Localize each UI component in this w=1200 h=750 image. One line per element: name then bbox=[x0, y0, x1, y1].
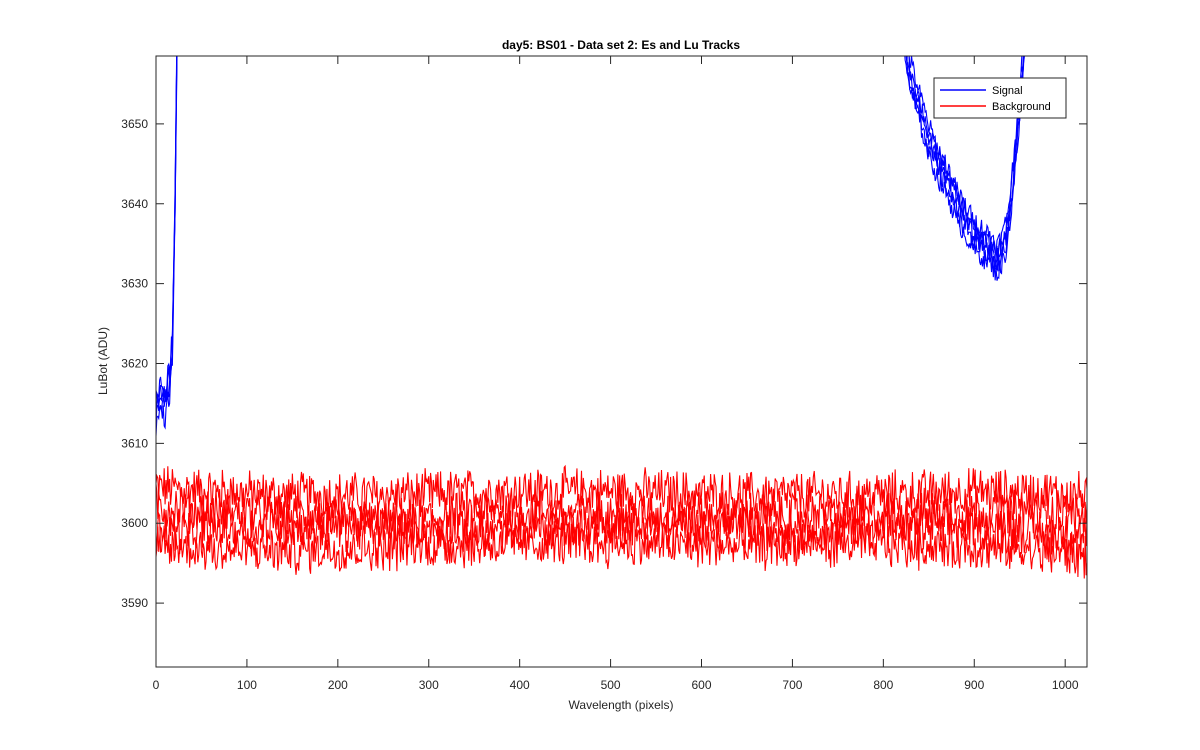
signal-trace-1-4 bbox=[908, 56, 1023, 255]
legend-label-background: Background bbox=[992, 101, 1051, 113]
x-tick-label-2: 200 bbox=[328, 678, 348, 692]
legend-box bbox=[933, 77, 1067, 119]
y-tick-label-0: 3590 bbox=[121, 596, 148, 610]
x-tick-label-3: 300 bbox=[419, 678, 439, 692]
y-axis-label: LuBot (ADU) bbox=[96, 327, 110, 395]
y-tick-label-1: 3600 bbox=[121, 516, 148, 530]
x-tick-label-1: 100 bbox=[237, 678, 257, 692]
x-tick-label-0: 0 bbox=[153, 678, 160, 692]
signal-trace-1-3 bbox=[906, 56, 1024, 262]
x-tick-label-8: 800 bbox=[873, 678, 893, 692]
x-axis: 0 100 200 300 400 500 600 700 800 900 1000 bbox=[153, 56, 1079, 692]
y-tick-label-3: 3620 bbox=[121, 356, 148, 370]
legend: Signal Background bbox=[933, 77, 1067, 119]
legend-label-signal: Signal bbox=[992, 85, 1023, 97]
y-tick-label-4: 3630 bbox=[121, 277, 148, 291]
background-trace-2 bbox=[156, 501, 1087, 559]
x-tick-label-6: 600 bbox=[691, 678, 711, 692]
chart-title: day5: BS01 - Data set 2: Es and Lu Track… bbox=[502, 38, 740, 52]
x-tick-label-7: 700 bbox=[782, 678, 802, 692]
signal-trace-0-4 bbox=[156, 56, 178, 398]
x-axis-label: Wavelength (pixels) bbox=[569, 698, 674, 712]
y-tick-label-6: 3650 bbox=[121, 117, 148, 131]
signal-series bbox=[156, 56, 1026, 436]
y-tick-label-2: 3610 bbox=[121, 436, 148, 450]
x-tick-label-5: 500 bbox=[601, 678, 621, 692]
background-series bbox=[156, 464, 1087, 579]
plot-area-frame bbox=[155, 55, 1088, 668]
x-tick-label-9: 900 bbox=[964, 678, 984, 692]
y-axis: 3590 3600 3610 3620 3630 3640 3650 bbox=[121, 117, 1087, 610]
x-tick-label-10: 1000 bbox=[1052, 678, 1079, 692]
x-tick-label-4: 400 bbox=[510, 678, 530, 692]
background-trace-1 bbox=[156, 484, 1087, 544]
background-trace-3 bbox=[156, 519, 1087, 579]
y-tick-label-5: 3640 bbox=[121, 197, 148, 211]
